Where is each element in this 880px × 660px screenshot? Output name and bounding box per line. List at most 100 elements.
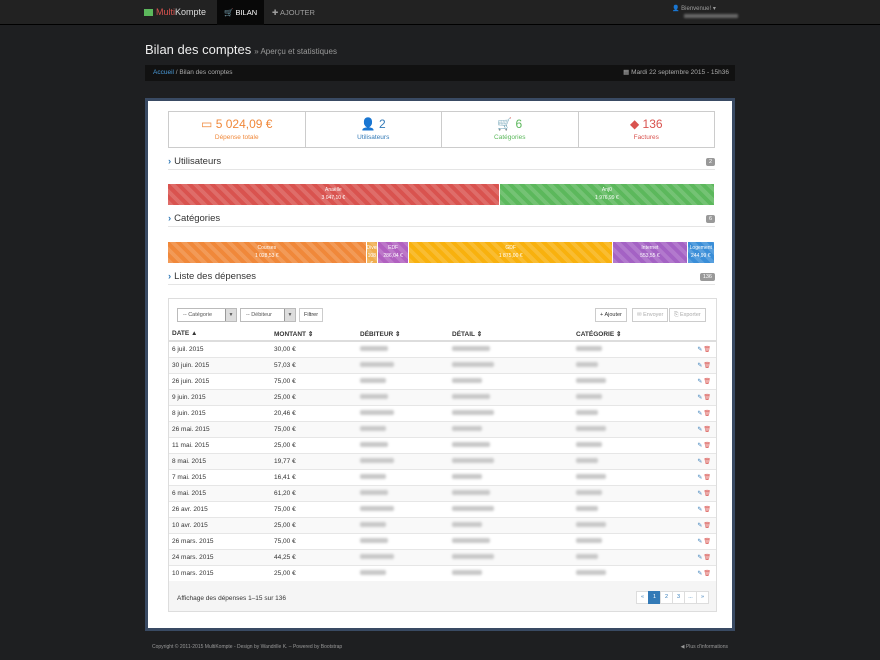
expenses-badge: 136 — [699, 273, 715, 281]
section-users[interactable]: › Utilisateurs 2 — [168, 156, 715, 170]
table-row[interactable]: 6 mai. 2015 61,20 € ✎🗑 — [169, 484, 716, 501]
table-row[interactable]: 9 juin. 2015 25,00 € ✎🗑 — [169, 388, 716, 405]
trash-icon[interactable]: 🗑 — [703, 554, 711, 561]
table-row[interactable]: 7 mai. 2015 16,41 € ✎🗑 — [169, 468, 716, 485]
cell-detail — [449, 420, 573, 437]
edit-icon[interactable]: ✎ — [697, 362, 703, 369]
trash-icon[interactable]: 🗑 — [703, 378, 711, 385]
trash-icon[interactable]: 🗑 — [703, 506, 711, 513]
table-row[interactable]: 8 juin. 2015 20,46 € ✎🗑 — [169, 404, 716, 421]
footer-info-link[interactable]: ◀ Plus d'informations — [681, 644, 728, 650]
nav-ajouter[interactable]: ✚ AJOUTER — [265, 0, 322, 25]
blurred-detail — [452, 441, 490, 447]
cell-amount: 25,00 € — [271, 516, 357, 533]
header-date[interactable]: DATE ▲ — [169, 327, 271, 342]
table-row[interactable]: 11 mai. 2015 25,00 € ✎🗑 — [169, 436, 716, 453]
edit-icon[interactable]: ✎ — [697, 506, 703, 513]
nav-bilan[interactable]: 🛒 BILAN — [217, 0, 265, 25]
filter-button[interactable]: Filtrer — [299, 308, 324, 322]
cell-date: 6 juil. 2015 — [169, 340, 271, 357]
export-icon: ⎘ — [674, 312, 679, 318]
breadcrumb-separator: / — [175, 69, 178, 76]
stat-users-label: Utilisateurs — [357, 134, 390, 141]
table-row[interactable]: 26 juin. 2015 75,00 € ✎🗑 — [169, 372, 716, 389]
stat-categories-label: Catégories — [494, 134, 526, 141]
page-link[interactable]: 3 — [672, 591, 685, 604]
header-detail[interactable]: DÉTAIL ⇕ — [449, 327, 573, 342]
table-row[interactable]: 26 mai. 2015 75,00 € ✎🗑 — [169, 420, 716, 437]
edit-icon[interactable]: ✎ — [697, 426, 703, 433]
table-row[interactable]: 10 avr. 2015 25,00 € ✎🗑 — [169, 516, 716, 533]
header-debtor[interactable]: DÉBITEUR ⇕ — [357, 327, 449, 342]
add-button[interactable]: + Ajouter — [595, 308, 627, 322]
table-row[interactable]: 6 juil. 2015 30,00 € ✎🗑 — [169, 340, 716, 357]
cell-detail — [449, 356, 573, 373]
trash-icon[interactable]: 🗑 — [703, 346, 711, 353]
breadcrumb-home[interactable]: Accueil — [153, 69, 174, 76]
table-row[interactable]: 30 juin. 2015 57,03 € ✎🗑 — [169, 356, 716, 373]
trash-icon[interactable]: 🗑 — [703, 474, 711, 481]
blurred-debtor — [360, 393, 388, 399]
table-row[interactable]: 8 mai. 2015 19,77 € ✎🗑 — [169, 452, 716, 469]
edit-icon[interactable]: ✎ — [697, 346, 703, 353]
user-icon: 👤 — [360, 117, 376, 131]
table-row[interactable]: 24 mars. 2015 44,25 € ✎🗑 — [169, 548, 716, 565]
cell-detail — [449, 500, 573, 517]
edit-icon[interactable]: ✎ — [697, 378, 703, 385]
trash-icon[interactable]: 🗑 — [703, 458, 711, 465]
edit-icon[interactable]: ✎ — [697, 538, 703, 545]
blurred-category — [576, 441, 602, 447]
header-category[interactable]: CATÉGORIE ⇕ — [573, 327, 673, 342]
trash-icon[interactable]: 🗑 — [703, 522, 711, 529]
edit-icon[interactable]: ✎ — [697, 570, 703, 577]
category-segment-amount: 286,04 € — [383, 253, 403, 259]
table-row[interactable]: 26 avr. 2015 75,00 € ✎🗑 — [169, 500, 716, 517]
export-button[interactable]: ⎘ Exporter — [669, 308, 706, 322]
debtor-select[interactable]: -- Débiteur ▼ — [240, 308, 296, 322]
blurred-detail — [452, 489, 490, 495]
user-icon: 👤 — [672, 6, 680, 12]
send-button[interactable]: ✉ Envoyer — [632, 308, 669, 322]
breadcrumb: Accueil / Bilan des comptes ▦ Mardi 22 s… — [145, 65, 735, 81]
trash-icon[interactable]: 🗑 — [703, 538, 711, 545]
edit-icon[interactable]: ✎ — [697, 474, 703, 481]
blurred-debtor — [360, 537, 388, 543]
blurred-debtor — [360, 505, 394, 511]
chevron-down-icon: ▼ — [284, 309, 295, 321]
cell-amount: 25,00 € — [271, 436, 357, 453]
edit-icon[interactable]: ✎ — [697, 554, 703, 561]
cell-category — [573, 500, 673, 517]
category-segment-name: Logement — [689, 245, 712, 251]
trash-icon[interactable]: 🗑 — [703, 394, 711, 401]
user-menu[interactable]: 👤 Bienvenue! ▾ — [672, 5, 738, 18]
edit-icon[interactable]: ✎ — [697, 490, 703, 497]
page-link[interactable]: » — [696, 591, 709, 604]
section-expenses[interactable]: › Liste des dépenses 136 — [168, 271, 715, 285]
cell-amount: 75,00 € — [271, 532, 357, 549]
edit-icon[interactable]: ✎ — [697, 394, 703, 401]
cell-amount: 75,00 € — [271, 372, 357, 389]
user-name-blurred — [684, 14, 738, 18]
cell-amount: 25,00 € — [271, 564, 357, 581]
edit-icon[interactable]: ✎ — [697, 442, 703, 449]
brand-logo[interactable]: MultiKompte — [144, 7, 206, 17]
section-categories[interactable]: › Catégories 6 — [168, 213, 715, 227]
trash-icon[interactable]: 🗑 — [703, 410, 711, 417]
table-row[interactable]: 26 mars. 2015 75,00 € ✎🗑 — [169, 532, 716, 549]
category-segment-3: GDF 1 875,00 € — [409, 242, 614, 263]
table-footer-info: Affichage des dépenses 1–15 sur 136 — [177, 595, 287, 602]
trash-icon[interactable]: 🗑 — [703, 442, 711, 449]
header-amount[interactable]: MONTANT ⇕ — [271, 327, 357, 342]
edit-icon[interactable]: ✎ — [697, 410, 703, 417]
trash-icon[interactable]: 🗑 — [703, 570, 711, 577]
edit-icon[interactable]: ✎ — [697, 522, 703, 529]
stat-total: ▭ 5 024,09 € Dépense totale — [169, 112, 306, 147]
cell-amount: 20,46 € — [271, 404, 357, 421]
trash-icon[interactable]: 🗑 — [703, 362, 711, 369]
trash-icon[interactable]: 🗑 — [703, 490, 711, 497]
category-select[interactable]: -- Catégorie ▼ — [177, 308, 237, 322]
edit-icon[interactable]: ✎ — [697, 458, 703, 465]
trash-icon[interactable]: 🗑 — [703, 426, 711, 433]
cell-category — [573, 484, 673, 501]
table-row[interactable]: 10 mars. 2015 25,00 € ✎🗑 — [169, 564, 716, 581]
